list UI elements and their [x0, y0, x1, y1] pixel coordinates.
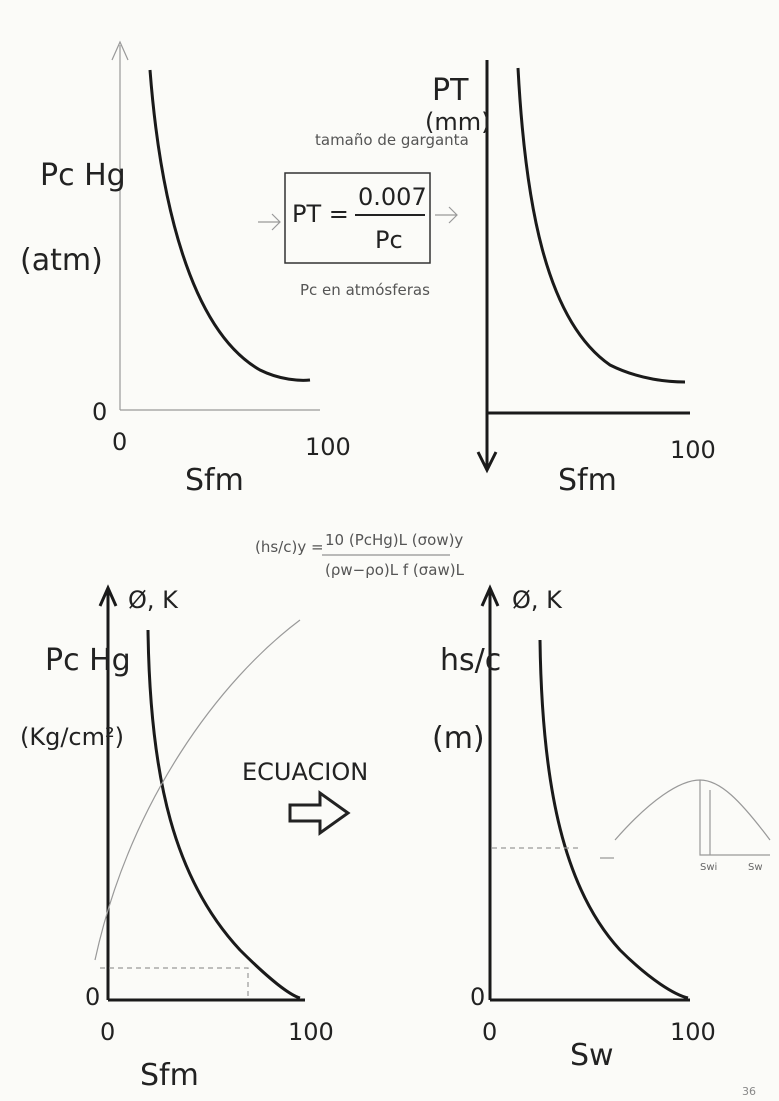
- panel-4: Ø, K hs/c (m) 0 0 100 Sw: [432, 586, 716, 1073]
- formula: (hs/c)y = 10 (PcHg)L (σow)y (ρw−ρo)L f (…: [255, 531, 465, 579]
- box-lhs: PT =: [292, 200, 349, 228]
- x-end: 100: [288, 1018, 334, 1046]
- axes: [482, 588, 690, 1000]
- x-start: 0: [100, 1018, 115, 1046]
- x-start: 0: [112, 428, 127, 456]
- formula-lhs: (hs/c)y =: [255, 538, 324, 556]
- curve: [540, 640, 688, 998]
- y-label: Pc Hg: [45, 643, 131, 678]
- origin: 0: [470, 983, 485, 1011]
- guide: [100, 968, 248, 1000]
- panel-3: Ø, K Pc Hg (Kg/cm²) 0 0 100 Sfm: [20, 586, 334, 1093]
- axes: [112, 42, 320, 410]
- origin: 0: [92, 398, 107, 426]
- inset-swi: Swi: [700, 862, 717, 873]
- formula-denominator: (ρw−ρo)L f (σaw)L: [325, 561, 465, 579]
- x-label: Sfm: [558, 463, 617, 498]
- sketch-page: Pc Hg (atm) 0 0 100 Sfm tamaño de gargan…: [0, 0, 779, 1101]
- y-label: Pc Hg: [40, 158, 126, 193]
- y-unit: (atm): [20, 243, 103, 278]
- curve: [518, 68, 685, 382]
- axes: [100, 588, 305, 1000]
- box-denominator: Pc: [375, 226, 403, 254]
- panel-2: PT (mm) 100 Sfm: [425, 60, 716, 498]
- x-label: Sw: [570, 1038, 614, 1073]
- x-label: Sfm: [185, 463, 244, 498]
- y-top: Ø, K: [512, 586, 563, 614]
- x-label: Sfm: [140, 1058, 199, 1093]
- inset-sw: Sw: [748, 862, 763, 873]
- y-label: PT: [432, 73, 469, 108]
- formula-numerator: 10 (PcHg)L (σow)y: [325, 531, 463, 549]
- y-unit: (Kg/cm²): [20, 723, 124, 751]
- x-end: 100: [670, 436, 716, 464]
- x-end: 100: [670, 1018, 716, 1046]
- panel-1: Pc Hg (atm) 0 0 100 Sfm: [20, 42, 351, 498]
- arrow-label: ECUACION: [242, 758, 368, 786]
- y-top: Ø, K: [128, 586, 179, 614]
- curve: [150, 70, 310, 380]
- inset: Swi Sw: [600, 780, 770, 873]
- x-end: 100: [305, 433, 351, 461]
- axes: [478, 60, 690, 470]
- curve: [148, 630, 300, 998]
- y-unit: (m): [432, 721, 485, 756]
- big-arrow: [290, 793, 348, 833]
- box-caption: Pc en atmósferas: [300, 281, 430, 299]
- origin: 0: [85, 983, 100, 1011]
- box-numerator: 0.007: [358, 183, 427, 211]
- bell-curve: [600, 780, 770, 858]
- x-start: 0: [482, 1018, 497, 1046]
- y-unit: (mm): [425, 108, 490, 136]
- page-number: 36: [742, 1085, 756, 1098]
- equation-box: tamaño de garganta PT = 0.007 Pc Pc en a…: [258, 131, 469, 299]
- y-label: hs/c: [440, 643, 501, 678]
